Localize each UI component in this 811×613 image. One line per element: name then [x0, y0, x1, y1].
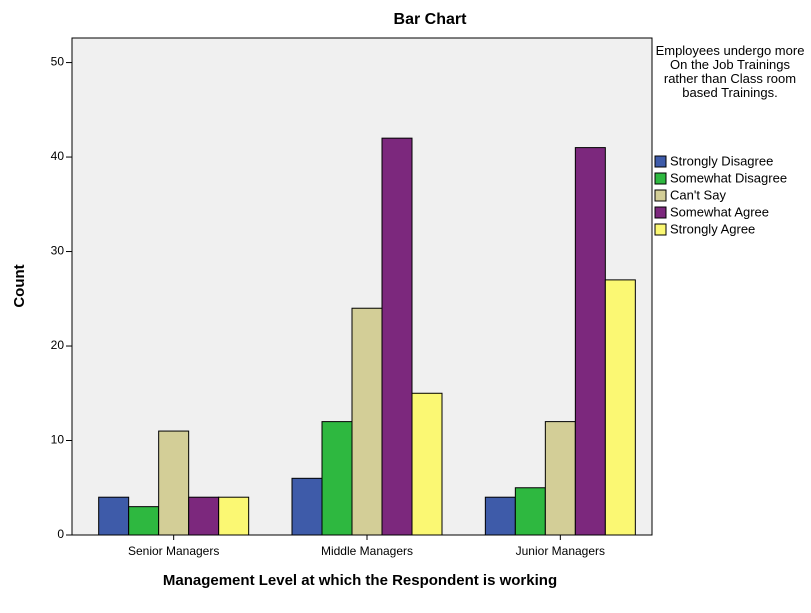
- legend-title: Employees undergo more On the Job Traini…: [655, 43, 805, 100]
- bar: [381, 137, 413, 536]
- legend-swatch: [654, 206, 667, 219]
- bar: [158, 430, 190, 536]
- bar: [484, 496, 516, 536]
- legend-label: Strongly Agree: [670, 221, 755, 236]
- legend-label: Strongly Disagree: [670, 153, 773, 168]
- bar: [514, 487, 546, 536]
- bar: [321, 421, 353, 536]
- bar: [218, 496, 250, 536]
- legend-label: Can't Say: [670, 187, 726, 202]
- chart-title: Bar Chart: [394, 11, 468, 28]
- legend-label: Somewhat Disagree: [670, 170, 787, 185]
- bar: [411, 392, 443, 536]
- bar: [128, 506, 160, 536]
- x-tick-label: Junior Managers: [516, 544, 605, 558]
- bar: [544, 421, 576, 536]
- bar: [351, 307, 383, 536]
- x-tick-label: Middle Managers: [321, 544, 413, 558]
- legend-swatch: [654, 155, 667, 168]
- bar: [604, 279, 636, 536]
- bar: [98, 496, 130, 536]
- y-tick-label: 0: [57, 527, 64, 541]
- x-axis-label: Management Level at which the Respondent…: [162, 572, 558, 589]
- y-tick-label: 30: [51, 244, 65, 258]
- y-tick-label: 20: [51, 338, 65, 352]
- legend-swatch: [654, 172, 667, 185]
- legend-swatch: [654, 223, 667, 236]
- legend-label: Somewhat Agree: [670, 204, 769, 219]
- y-tick-label: 50: [51, 55, 65, 69]
- legend-swatch: [654, 189, 667, 202]
- bar: [188, 496, 220, 536]
- bar: [291, 477, 323, 536]
- bar: [574, 147, 606, 536]
- x-tick-label: Senior Managers: [128, 544, 219, 558]
- y-tick-label: 10: [51, 433, 65, 447]
- y-axis-label: Count: [11, 264, 28, 307]
- y-tick-label: 40: [51, 149, 65, 163]
